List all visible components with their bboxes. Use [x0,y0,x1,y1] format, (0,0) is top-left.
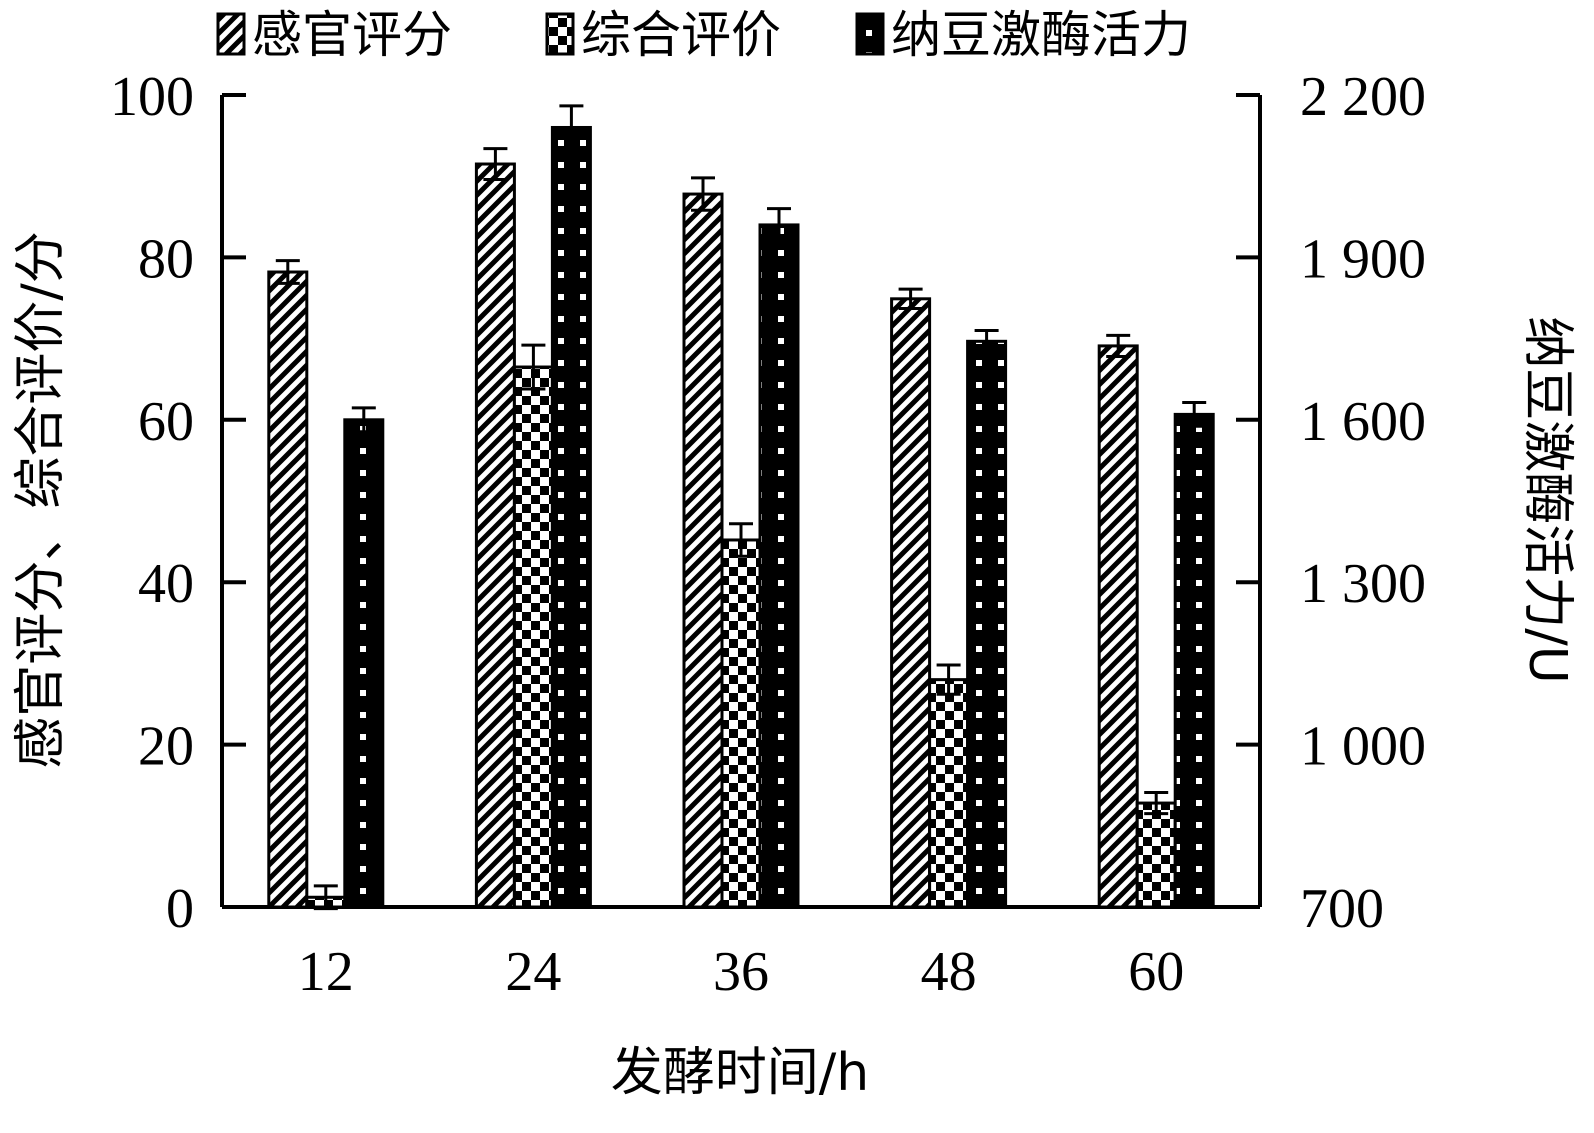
left-tick-label: 40 [138,553,194,615]
x-tick-label: 24 [505,941,561,1003]
right-tick-label: 1 300 [1300,553,1426,615]
legend-label: 纳豆激酶活力 [891,6,1191,64]
left-tick-label: 100 [110,66,194,128]
left-tick-label: 80 [138,228,194,290]
right-axis-title: 纳豆激酶活力/U [1517,316,1577,684]
bar [1097,344,1139,909]
bar [267,270,309,909]
x-tick-label: 12 [298,941,354,1003]
legend: 感官评分 综合评价 纳豆激酶活力 [216,6,1191,64]
legend-label: 感官评分 [252,6,452,64]
bar [1173,412,1215,909]
bar [1135,801,1177,909]
bar [474,162,516,909]
bar [343,418,385,909]
bar [720,538,762,909]
left-tick-label: 0 [166,878,194,940]
right-tick-label: 1 000 [1300,716,1426,778]
x-axis-title: 发酵时间/h [611,1043,869,1103]
right-tick-label: 2 200 [1300,66,1426,128]
bar [890,297,932,909]
bar [550,125,592,909]
bar [966,339,1008,909]
left-tick-label: 20 [138,716,194,778]
right-tick-label: 1 900 [1300,228,1426,290]
right-tick-label: 1 600 [1300,391,1426,453]
bars [267,104,1215,911]
legend-label: 综合评价 [581,6,781,64]
bar [512,365,554,909]
legend-swatch [545,12,575,56]
labels: 0 20 40 60 80 100 700 1 000 1 300 1 600 1 900 2 200… [11,66,1577,1103]
bar [928,678,970,909]
x-tick-label: 48 [921,941,977,1003]
x-tick-label: 60 [1128,941,1184,1003]
bar [682,192,724,909]
right-tick-label: 700 [1300,878,1384,940]
legend-swatch [855,12,885,56]
x-tick-label: 36 [713,941,769,1003]
left-axis-title: 感官评分、综合评价/分 [11,231,71,769]
bar [758,223,800,909]
left-tick-label: 60 [138,391,194,453]
legend-swatch [216,12,246,56]
